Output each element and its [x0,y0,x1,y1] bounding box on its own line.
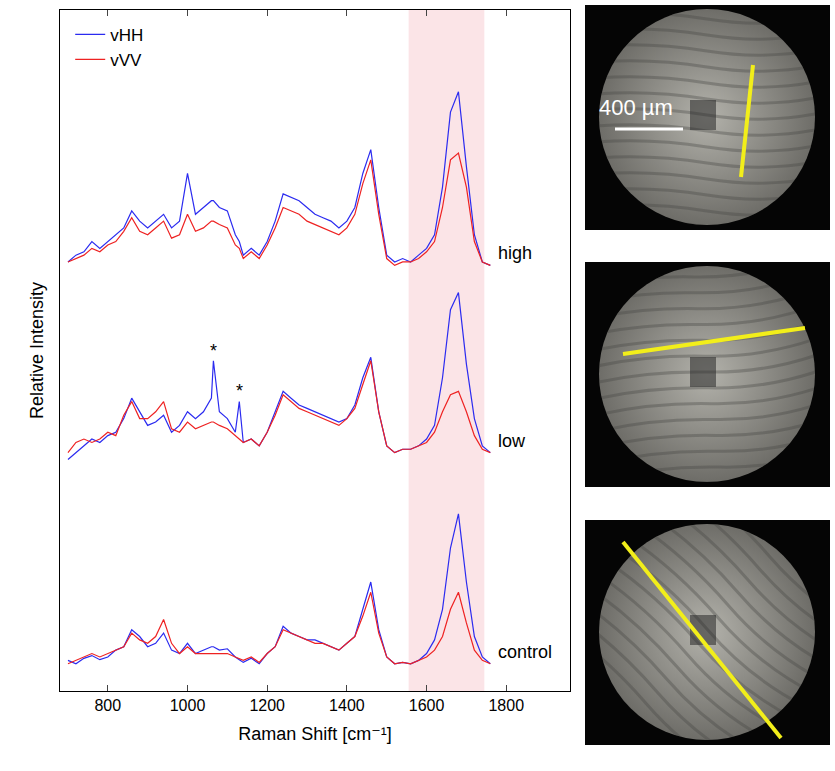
svg-text:*: * [210,341,217,361]
svg-text:400 µm: 400 µm [599,95,673,120]
svg-text:800: 800 [94,697,121,714]
svg-text:1400: 1400 [329,697,365,714]
svg-text:*: * [236,381,243,401]
svg-text:control: control [498,642,552,662]
svg-text:1600: 1600 [409,697,445,714]
svg-text:Relative Intensity: Relative Intensity [27,282,47,419]
svg-text:1000: 1000 [170,697,206,714]
svg-text:high: high [498,243,532,263]
svg-text:1200: 1200 [249,697,285,714]
svg-text:vVV: vVV [110,51,142,70]
svg-text:vHH: vHH [110,26,143,45]
svg-text:Raman Shift [cm⁻¹]: Raman Shift [cm⁻¹] [238,724,392,744]
svg-text:low: low [498,431,526,451]
svg-text:1800: 1800 [488,697,524,714]
